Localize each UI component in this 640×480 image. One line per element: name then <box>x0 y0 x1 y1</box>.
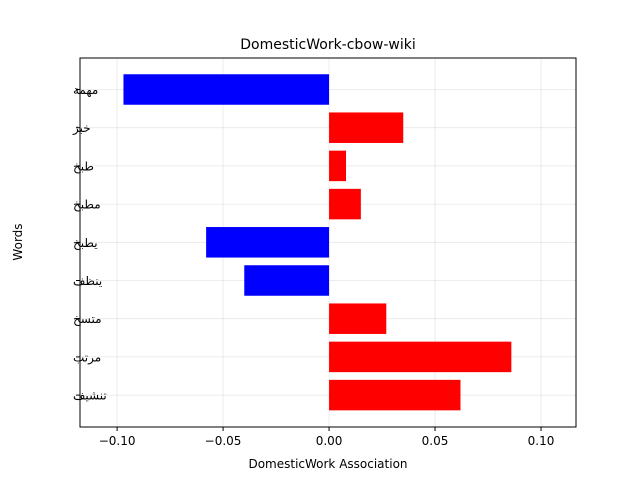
bar <box>329 379 461 411</box>
y-tick-label: مرتب <box>73 350 101 365</box>
bars <box>123 74 512 411</box>
y-tick-label: متسخ <box>73 312 102 326</box>
y-tick-label: تنشيف <box>73 389 107 403</box>
bar <box>206 227 330 258</box>
y-tick-label: ينظف <box>73 274 102 288</box>
x-axis-label: DomesticWork Association <box>248 457 407 471</box>
x-tick-label: −0.10 <box>99 434 136 448</box>
y-tick-label: طبخ <box>73 159 94 173</box>
bar <box>329 150 347 182</box>
bar <box>329 341 512 373</box>
bar <box>329 188 361 220</box>
y-tick-label: يطبخ <box>73 236 98 250</box>
x-tick-label: −0.05 <box>205 434 242 448</box>
y-tick-label: خبز <box>72 121 91 136</box>
y-tick-label: مطبخ <box>73 198 101 212</box>
x-tick-label: 0.05 <box>422 434 449 448</box>
bar <box>329 112 404 143</box>
y-tick-label: مهمة <box>73 83 98 97</box>
x-tick-label: 0.00 <box>316 434 343 448</box>
x-axis-ticks: −0.10 −0.05 0.00 0.05 0.10 <box>99 427 555 448</box>
bar <box>329 303 387 334</box>
y-axis-label: Words <box>11 223 25 260</box>
y-axis-ticks: مهمة خبز طبخ مطبخ يطبخ ينظف متسخ مرتب تنشيف <box>72 83 107 403</box>
bar <box>123 74 330 105</box>
x-tick-label: 0.10 <box>528 434 555 448</box>
chart-title: DomesticWork-cbow-wiki <box>240 37 415 53</box>
bar <box>244 265 330 296</box>
